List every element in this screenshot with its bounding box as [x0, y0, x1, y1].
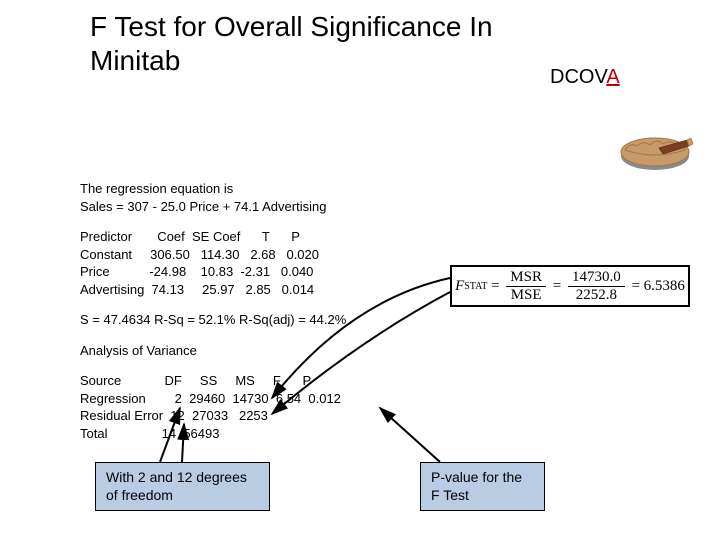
fstat-den: 2252.8 — [572, 287, 621, 304]
predictor-row: Constant 306.50 114.30 2.68 0.020 — [80, 246, 346, 264]
anova-label: Analysis of Variance — [80, 342, 346, 360]
slide-title: F Test for Overall Significance In Minit… — [90, 10, 530, 77]
fstat-formula: FSTAT = MSR MSE = 14730.0 2252.8 = 6.538… — [450, 265, 690, 307]
dcova-a: A — [606, 66, 619, 88]
predictor-row: Advertising 74.13 25.97 2.85 0.014 — [80, 281, 346, 299]
anova-row: Residual Error 12 27033 2253 — [80, 407, 346, 425]
regression-eq-label: The regression equation is — [80, 180, 346, 198]
callout-df: With 2 and 12 degrees of freedom — [95, 462, 270, 511]
dcova-prefix: DCOV — [550, 66, 606, 88]
fstat-msr: MSR — [506, 269, 546, 287]
fstat-mse: MSE — [507, 287, 546, 304]
fstat-num: 14730.0 — [568, 269, 625, 287]
dcova-label: DCOVA — [550, 66, 620, 89]
minitab-output: The regression equation is Sales = 307 -… — [80, 180, 346, 443]
regression-eq: Sales = 307 - 25.0 Price + 74.1 Advertis… — [80, 198, 346, 216]
predictor-row: Price -24.98 10.83 -2.31 0.040 — [80, 263, 346, 281]
predictor-header: Predictor Coef SE Coef T P — [80, 228, 346, 246]
fstat-sub: STAT — [464, 281, 487, 292]
anova-header: Source DF SS MS F P — [80, 372, 346, 390]
model-summary: S = 47.4634 R-Sq = 52.1% R-Sq(adj) = 44.… — [80, 311, 346, 329]
fstat-result: 6.5386 — [644, 278, 685, 295]
pie-icon — [615, 120, 695, 180]
anova-row: Regression 2 29460 14730 6.54 0.012 — [80, 390, 346, 408]
anova-row: Total 14 56493 — [80, 425, 346, 443]
callout-pvalue: P-value for the F Test — [420, 462, 545, 511]
